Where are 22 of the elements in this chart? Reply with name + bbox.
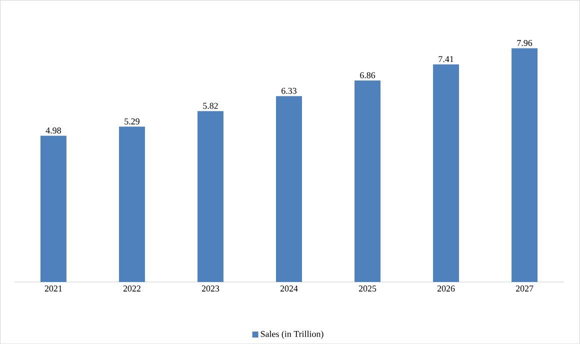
data-label: 7.41	[438, 56, 454, 62]
x-tick-label: 2026	[437, 285, 455, 292]
data-label: 5.82	[203, 102, 218, 109]
data-label: 7.96	[517, 40, 532, 46]
x-tick-label: 2021	[44, 285, 62, 292]
data-label: 4.98	[46, 127, 61, 134]
data-label: 5.29	[124, 118, 140, 124]
x-tick-label: 2027	[516, 285, 534, 292]
bar	[354, 80, 381, 282]
legend-label: Sales (in Trillion)	[260, 330, 324, 339]
bar	[433, 64, 460, 282]
bar	[276, 96, 302, 282]
bar	[512, 48, 538, 282]
data-label: 6.33	[282, 88, 296, 94]
x-tick-label: 2023	[202, 285, 220, 292]
bar	[197, 111, 224, 282]
bar	[40, 136, 66, 282]
x-tick-label: 2024	[280, 285, 298, 292]
bar	[118, 126, 145, 282]
data-label: 6.86	[360, 72, 376, 78]
x-tick-label: 2025	[358, 285, 376, 292]
x-tick-label: 2022	[123, 285, 140, 292]
